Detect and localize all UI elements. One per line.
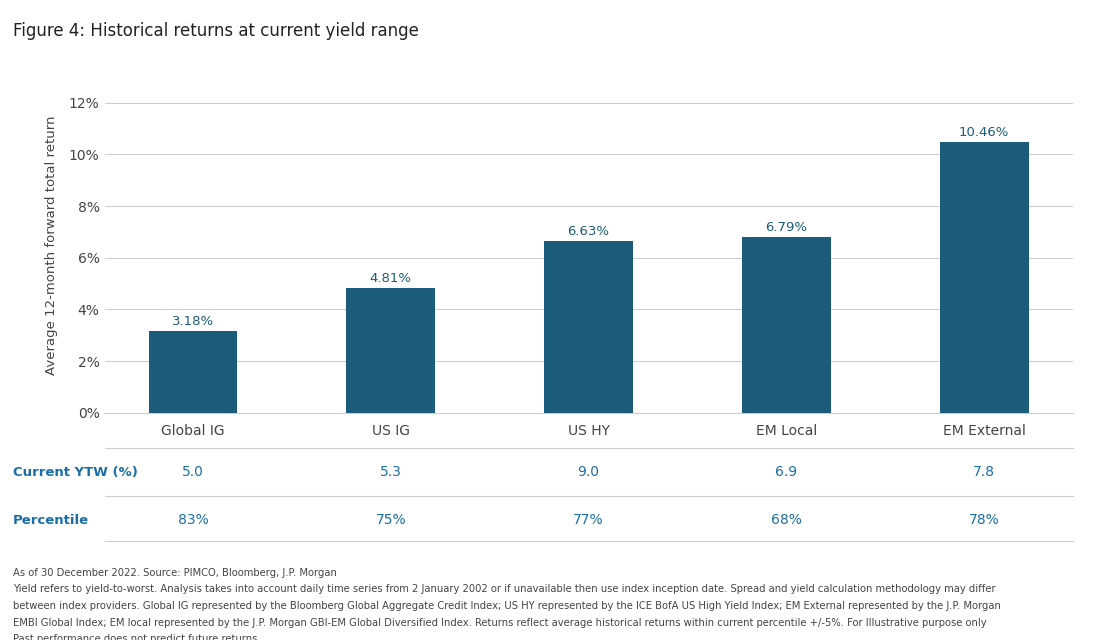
Text: 9.0: 9.0 (578, 465, 600, 479)
Text: Percentile: Percentile (13, 514, 89, 527)
Text: 4.81%: 4.81% (370, 273, 411, 285)
Bar (544, 241, 632, 413)
Text: 77%: 77% (573, 513, 604, 527)
Text: 5.3: 5.3 (379, 465, 401, 479)
Bar (741, 237, 830, 413)
Text: 5.0: 5.0 (183, 465, 204, 479)
Text: As of 30 December 2022. Source: PIMCO, Bloomberg, J.P. Morgan: As of 30 December 2022. Source: PIMCO, B… (13, 568, 337, 578)
Text: Yield refers to yield-to-worst. Analysis takes into account daily time series fr: Yield refers to yield-to-worst. Analysis… (13, 584, 996, 595)
Text: 68%: 68% (771, 513, 802, 527)
Text: Past performance does not predict future returns: Past performance does not predict future… (13, 634, 257, 640)
Text: 6.79%: 6.79% (766, 221, 807, 234)
Bar (939, 143, 1028, 413)
Y-axis label: Average 12-month forward total return: Average 12-month forward total return (45, 115, 58, 374)
Text: 6.63%: 6.63% (568, 225, 609, 238)
Bar (148, 331, 238, 413)
Text: Current YTW (%): Current YTW (%) (13, 466, 139, 479)
Text: 83%: 83% (177, 513, 208, 527)
Bar (346, 289, 436, 413)
Text: 6.9: 6.9 (776, 465, 798, 479)
Text: Figure 4: Historical returns at current yield range: Figure 4: Historical returns at current … (13, 22, 419, 40)
Text: 10.46%: 10.46% (959, 126, 1009, 140)
Text: 78%: 78% (969, 513, 1000, 527)
Text: 75%: 75% (375, 513, 406, 527)
Text: 3.18%: 3.18% (172, 314, 214, 328)
Text: EMBI Global Index; EM local represented by the J.P. Morgan GBI-EM Global Diversi: EMBI Global Index; EM local represented … (13, 618, 987, 628)
Text: between index providers. Global IG represented by the Bloomberg Global Aggregate: between index providers. Global IG repre… (13, 601, 1001, 611)
Text: 7.8: 7.8 (974, 465, 996, 479)
